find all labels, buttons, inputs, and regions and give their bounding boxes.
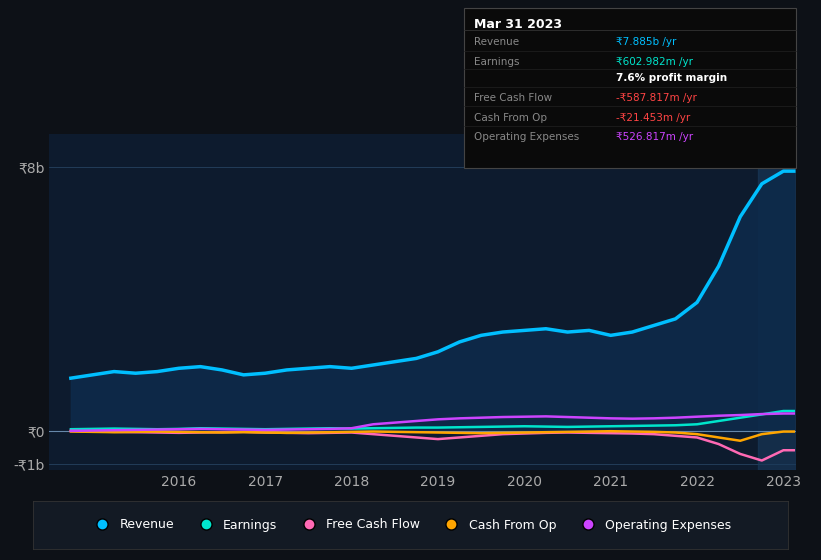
Text: Operating Expenses: Operating Expenses bbox=[474, 132, 579, 142]
Text: ₹7.885b /yr: ₹7.885b /yr bbox=[616, 37, 677, 47]
Text: ₹602.982m /yr: ₹602.982m /yr bbox=[616, 57, 693, 67]
Text: Revenue: Revenue bbox=[474, 37, 519, 47]
Text: Earnings: Earnings bbox=[474, 57, 519, 67]
Bar bbox=[758, 134, 796, 470]
Legend: Revenue, Earnings, Free Cash Flow, Cash From Op, Operating Expenses: Revenue, Earnings, Free Cash Flow, Cash … bbox=[85, 514, 736, 536]
Text: Cash From Op: Cash From Op bbox=[474, 113, 547, 123]
Text: Free Cash Flow: Free Cash Flow bbox=[474, 93, 552, 103]
Text: -₹587.817m /yr: -₹587.817m /yr bbox=[616, 93, 697, 103]
Text: Mar 31 2023: Mar 31 2023 bbox=[474, 18, 562, 31]
Text: -₹21.453m /yr: -₹21.453m /yr bbox=[616, 113, 690, 123]
Text: ₹526.817m /yr: ₹526.817m /yr bbox=[616, 132, 693, 142]
Text: 7.6% profit margin: 7.6% profit margin bbox=[616, 73, 727, 83]
